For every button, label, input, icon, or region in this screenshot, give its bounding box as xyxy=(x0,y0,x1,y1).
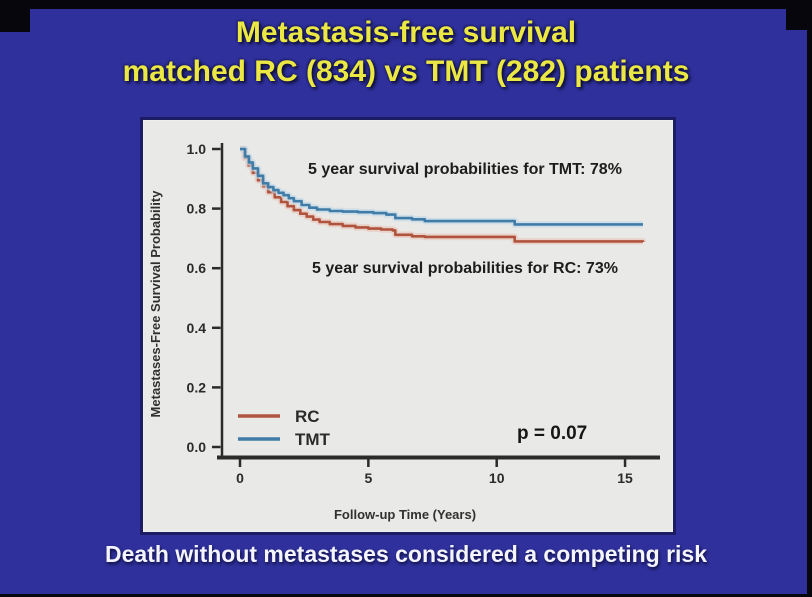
frame-corner-top-left xyxy=(0,0,30,32)
y-tick-label: 0.8 xyxy=(187,201,207,217)
annotation-rc-5yr: 5 year survival probabilities for RC: 73… xyxy=(312,260,618,277)
y-tick-label: 0.6 xyxy=(187,260,207,276)
slide-title: Metastasis-free survival matched RC (834… xyxy=(0,13,812,91)
legend-rc-label: RC xyxy=(295,407,320,426)
y-tick-label: 0.4 xyxy=(187,320,207,336)
x-axis-label: Follow-up Time (Years) xyxy=(334,507,476,522)
series-tmt-curve xyxy=(240,147,643,226)
slide-title-line1: Metastasis-free survival xyxy=(235,16,577,49)
x-tick-label: 0 xyxy=(236,470,244,486)
survival-chart: 0 5 10 15 1.0 0.8 0.6 0.4 0.2 0.0 5 year survival… xyxy=(148,141,660,522)
annotation-tmt-5yr: 5 year survival probabilities for TMT: 7… xyxy=(308,161,622,178)
chart-panel: 0 5 10 15 1.0 0.8 0.6 0.4 0.2 0.0 5 year survival… xyxy=(140,117,676,535)
series-rc-curve xyxy=(240,147,645,243)
plot-layer: 0 5 10 15 1.0 0.8 0.6 0.4 0.2 0.0 xyxy=(187,141,660,486)
x-tick-label: 10 xyxy=(489,470,505,486)
legend-tmt-label: TMT xyxy=(295,430,331,449)
p-value-label: p = 0.07 xyxy=(517,423,587,444)
slide-title-line2: matched RC (834) vs TMT (282) patients xyxy=(122,55,690,88)
y-tick-label: 0.2 xyxy=(187,379,207,395)
frame-edge-top xyxy=(0,0,812,9)
y-axis-label: Metastases-Free Survival Probability xyxy=(148,190,163,418)
bottom-caption: Death without metastases considered a co… xyxy=(105,541,707,567)
x-tick-label: 5 xyxy=(364,470,372,486)
y-tick-label: 1.0 xyxy=(187,141,207,157)
frame-corner-top-right xyxy=(786,0,812,30)
x-tick-label: 15 xyxy=(617,470,633,486)
frame-edge-right xyxy=(807,0,812,597)
y-tick-label: 0.0 xyxy=(187,439,207,455)
frame-edge-bottom xyxy=(0,594,812,597)
